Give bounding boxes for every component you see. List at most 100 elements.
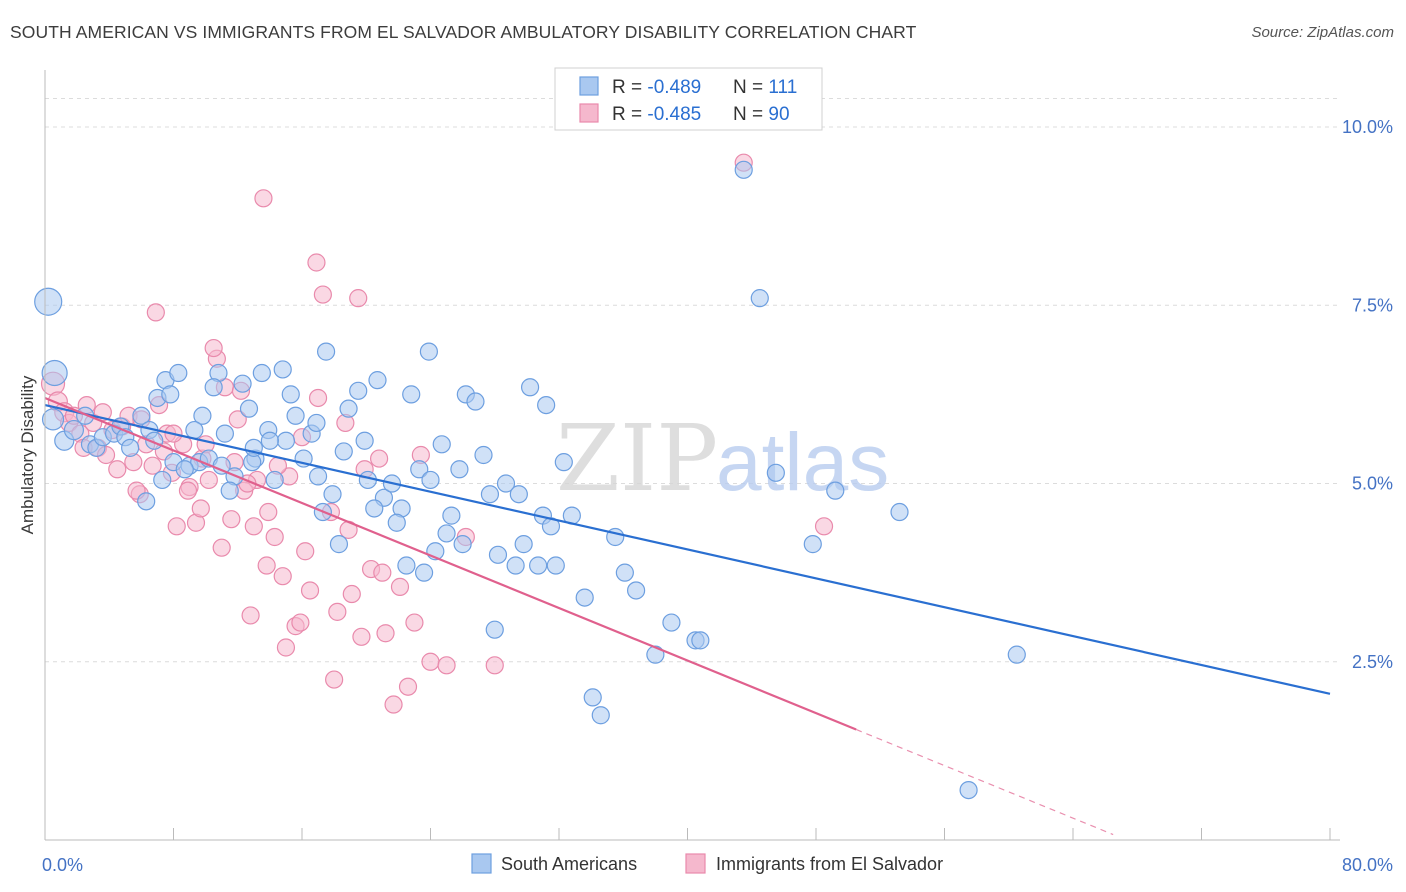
svg-text:R = -0.485: R = -0.485 [612,104,701,125]
blue-point-88 [175,460,194,479]
blue-point-101 [453,535,472,554]
blue-point-40 [329,535,349,554]
blue-point-25 [215,424,234,443]
pink-point-56 [421,652,440,671]
blue-point-56 [466,392,485,411]
blue-point-53 [442,506,461,525]
pink-point-66 [146,303,165,322]
blue-point-71 [591,706,610,725]
blue-point-83 [826,481,845,500]
pink-point-59 [485,656,504,675]
watermark-zip: ZIP [556,405,718,512]
blue-point-103 [509,485,528,504]
pink-trend-extension [855,728,1114,836]
pink-point-57 [437,656,456,675]
blue-point-78 [691,631,710,650]
blue-point-110 [260,431,279,450]
blue-point-84 [890,502,909,522]
pink-point-34 [265,527,284,547]
blue-point-95 [307,413,326,433]
pink-point-28 [228,410,247,429]
blue-point-112 [334,442,353,461]
blue-point-97 [365,499,384,518]
blue-point-82 [803,535,822,554]
blue-point-22 [193,406,212,425]
blue-point-98 [387,513,406,532]
blue-point-63 [520,378,540,397]
pink-point-79 [308,388,328,408]
blue-point-85 [959,780,978,800]
blue-point-64 [529,556,548,575]
pink-point-74 [257,556,276,575]
legend-r-value-1: -0.489 [647,77,701,98]
pink-point-32 [254,189,273,208]
pink-point-43 [328,602,347,621]
blue-point-107 [161,385,180,404]
pink-point-50 [376,624,395,643]
y-tick-label-1: 5.0% [1352,474,1393,494]
blue-point-59 [488,545,508,564]
blue-point-80 [750,289,769,308]
blue-point-31 [265,470,284,490]
blue-point-48 [402,385,421,404]
blue-point-57 [474,445,493,465]
blue-point-65 [537,395,556,415]
blue-point-19 [137,492,156,511]
pink-point-49 [370,449,389,468]
legend-bottom-swatch-blue [471,853,492,874]
blue-point-41 [339,399,358,418]
blue-point-81 [766,463,785,482]
blue-point-94 [276,431,296,450]
pink-point-19 [167,517,186,536]
blue-point-79 [734,160,753,179]
blue-point-12 [132,406,151,425]
blue-point-93 [252,363,271,383]
pink-point-71 [212,538,231,557]
x-tick-label-1: 80.0% [1342,855,1393,875]
series-legend: South Americans Immigrants from El Salva… [471,853,943,874]
svg-text:N = 111: N = 111 [733,77,797,98]
y-tick-label-3: 10.0% [1342,117,1393,137]
pink-point-45 [342,584,361,604]
blue-point-89 [185,420,204,440]
source-credit: Source: ZipAtlas.com [1251,24,1394,41]
blue-point-62 [514,535,533,554]
blue-point-100 [414,563,434,582]
blue-point-102 [485,620,504,639]
pink-point-27 [222,510,241,529]
y-axis-label: Ambulatory Disability [18,375,37,534]
pink-point-24 [199,470,218,490]
pink-point-54 [405,613,424,632]
blue-point-38 [316,342,336,361]
legend-r-label-2: R = [612,104,647,125]
pink-point-77 [291,613,310,632]
blue-point-27 [233,374,252,393]
blue-point-1 [41,359,68,387]
legend-swatch-pink [579,103,599,123]
blue-point-4 [63,419,85,441]
pink-point-82 [352,627,371,646]
blue-point-2 [41,408,65,431]
legend-n-value-1: 111 [768,77,797,98]
blue-point-91 [220,481,239,500]
y-tick-label-2: 7.5% [1352,295,1393,315]
pink-point-76 [276,638,296,657]
pink-point-64 [108,460,127,479]
blue-point-106 [121,438,140,457]
pink-point-46 [349,289,368,308]
pink-point-68 [178,481,198,500]
pink-point-33 [259,502,278,522]
blue-point-54 [450,460,469,479]
blue-point-33 [281,385,300,404]
pink-point-52 [390,577,410,596]
blue-point-28 [239,399,259,418]
blue-point-16 [169,363,188,383]
pink-point-41 [313,285,332,304]
legend-n-label-1: N = [733,77,768,98]
svg-text:N = 90: N = 90 [733,104,790,125]
pink-point-40 [307,253,326,272]
blue-point-90 [204,378,223,397]
pink-point-73 [244,517,263,536]
blue-point-39 [323,485,342,504]
trend-lines [44,396,1331,836]
